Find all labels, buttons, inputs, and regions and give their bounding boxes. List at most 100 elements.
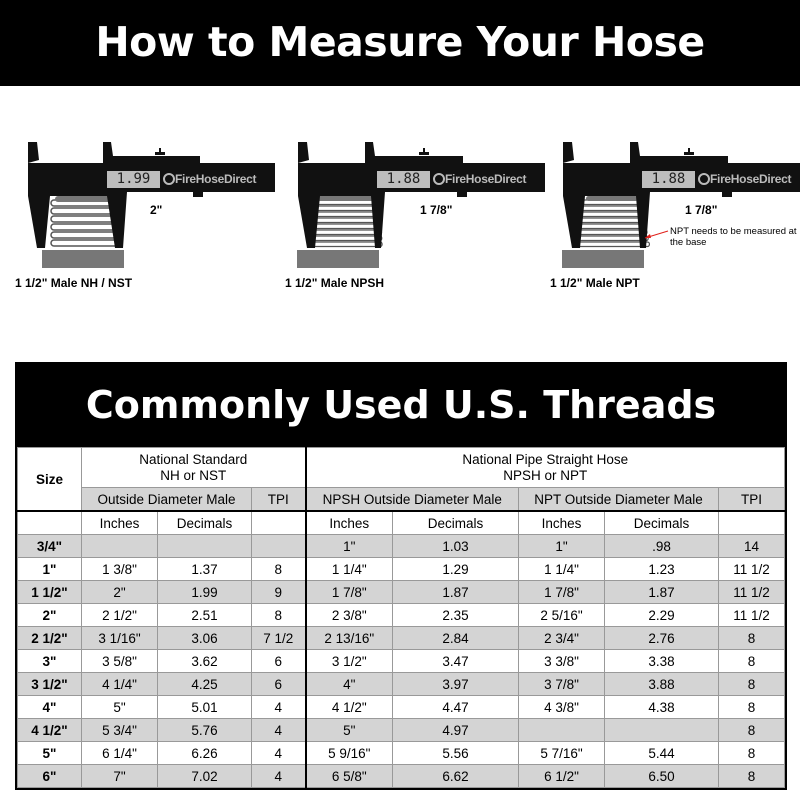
- value-cell: 6 1/2": [518, 764, 606, 788]
- table-row: 2 1/2" 3 1/16" 3.06 7 1/2 2 13/16" 2.84 2 3/4"…: [17, 626, 785, 650]
- value-cell: 8: [250, 557, 307, 581]
- value-cell: 6: [250, 649, 307, 673]
- empty-sub-header: [17, 510, 82, 535]
- value-cell: 4: [250, 764, 307, 788]
- sub-header-decimals: Decimals: [392, 510, 520, 535]
- brand-logo: FireHoseDirect: [175, 172, 257, 186]
- value-cell: 4: [250, 695, 307, 719]
- value-cell: 5.56: [392, 741, 520, 765]
- value-cell: 2.76: [604, 626, 720, 650]
- value-cell: 4.97: [392, 718, 520, 742]
- value-cell: 8: [718, 672, 785, 696]
- caliper-icon: [297, 142, 545, 268]
- table-row: 4" 5" 5.01 4 4 1/2" 4.47 4 3/8" 4.38 8: [17, 695, 785, 719]
- value-cell: 8: [718, 626, 785, 650]
- value-cell: 4 1/2": [304, 695, 394, 719]
- value-cell: 2.51: [157, 603, 252, 627]
- value-cell: 1 3/8": [81, 557, 158, 581]
- value-cell: 9: [250, 580, 307, 604]
- caliper-icon: [562, 142, 800, 268]
- nh-od-header: Outside Diameter Male: [81, 487, 252, 512]
- table-row: 3/4" 1" 1.03 1" .98 14: [17, 534, 785, 558]
- value-cell: 7 1/2: [250, 626, 307, 650]
- value-cell: 2 5/16": [518, 603, 606, 627]
- empty-sub-header: [718, 510, 785, 535]
- value-cell: 4": [304, 672, 394, 696]
- coupling-label: 1 1/2" Male NPSH: [285, 276, 385, 290]
- size-cell: 2": [17, 603, 82, 627]
- value-cell: 8: [718, 649, 785, 673]
- value-cell: 7": [81, 764, 158, 788]
- sub-header-inches: Inches: [81, 510, 158, 535]
- sub-header-inches: Inches: [518, 510, 606, 535]
- value-cell: 1 7/8": [518, 580, 606, 604]
- value-cell: 2 3/4": [518, 626, 606, 650]
- value-cell: 1.23: [604, 557, 720, 581]
- value-cell: 11 1/2: [718, 580, 785, 604]
- caliper-diagram: 1.99 FireHoseDirect 2" 1 1/2" Male NH / …: [15, 130, 285, 300]
- value-cell: 1.87: [604, 580, 720, 604]
- value-cell: 2 13/16": [304, 626, 394, 650]
- npt-od-header: NPT Outside Diameter Male: [518, 487, 720, 512]
- size-header: Size: [17, 447, 82, 512]
- size-cell: 4 1/2": [17, 718, 82, 742]
- value-cell: 4.47: [392, 695, 520, 719]
- value-cell: 1 7/8": [304, 580, 394, 604]
- measurement-label: 1 7/8": [685, 203, 718, 217]
- measurement-label: 2": [150, 203, 163, 217]
- value-cell: 3.62: [157, 649, 252, 673]
- size-cell: 5": [17, 741, 82, 765]
- table-row: 5" 6 1/4" 6.26 4 5 9/16" 5.56 5 7/16" 5.44 8: [17, 741, 785, 765]
- value-cell: 1.87: [392, 580, 520, 604]
- value-cell: 8: [718, 741, 785, 765]
- value-cell: 3 5/8": [81, 649, 158, 673]
- caliper-icon: [28, 142, 275, 268]
- value-cell: 2.35: [392, 603, 520, 627]
- size-cell: 1": [17, 557, 82, 581]
- caliper-diagram: 1.88 FireHoseDirect 1 7/8" 1 1/2" Male N…: [285, 130, 555, 300]
- value-cell: 1.99: [157, 580, 252, 604]
- value-cell: 1.37: [157, 557, 252, 581]
- sub-header-decimals: Decimals: [157, 510, 252, 535]
- value-cell: 3.88: [604, 672, 720, 696]
- brand-logo: FireHoseDirect: [710, 172, 792, 186]
- value-cell: 5 7/16": [518, 741, 606, 765]
- table-row: 2" 2 1/2" 2.51 8 2 3/8" 2.35 2 5/16" 2.29 11 1/2: [17, 603, 785, 627]
- value-cell: 3.38: [604, 649, 720, 673]
- size-cell: 4": [17, 695, 82, 719]
- value-cell: 3 1/2": [304, 649, 394, 673]
- value-cell: 5.01: [157, 695, 252, 719]
- value-cell: [81, 534, 158, 558]
- value-cell: 2 1/2": [81, 603, 158, 627]
- value-cell: 6.50: [604, 764, 720, 788]
- caliper-display-reading: 1.88: [386, 171, 421, 187]
- value-cell: 6: [250, 672, 307, 696]
- value-cell: 8: [250, 603, 307, 627]
- value-cell: 4: [250, 718, 307, 742]
- npsh-group-header: National Pipe Straight Hose NPSH or NPT: [304, 447, 785, 488]
- value-cell: 6 5/8": [304, 764, 394, 788]
- value-cell: 4.25: [157, 672, 252, 696]
- value-cell: [157, 534, 252, 558]
- page-title: How to Measure Your Hose Couplings: [0, 0, 800, 150]
- empty-sub-header: [250, 510, 307, 535]
- value-cell: 4 1/4": [81, 672, 158, 696]
- value-cell: 7.02: [157, 764, 252, 788]
- value-cell: [250, 534, 307, 558]
- nh-tpi-header: TPI: [250, 487, 307, 512]
- value-cell: 3 1/16": [81, 626, 158, 650]
- table-row: 1" 1 3/8" 1.37 8 1 1/4" 1.29 1 1/4" 1.23 11 1/2: [17, 557, 785, 581]
- value-cell: [518, 718, 606, 742]
- value-cell: 3.06: [157, 626, 252, 650]
- value-cell: 5": [81, 695, 158, 719]
- value-cell: 8: [718, 695, 785, 719]
- size-cell: 6": [17, 764, 82, 788]
- value-cell: 3 7/8": [518, 672, 606, 696]
- size-cell: 3": [17, 649, 82, 673]
- value-cell: 5.76: [157, 718, 252, 742]
- value-cell: 6.62: [392, 764, 520, 788]
- table-row: 3 1/2" 4 1/4" 4.25 6 4" 3.97 3 7/8" 3.88 8: [17, 672, 785, 696]
- caliper-diagram: 1.88 FireHoseDirect 1 7/8" NPT needs to …: [550, 130, 800, 300]
- sub-header-decimals: Decimals: [604, 510, 720, 535]
